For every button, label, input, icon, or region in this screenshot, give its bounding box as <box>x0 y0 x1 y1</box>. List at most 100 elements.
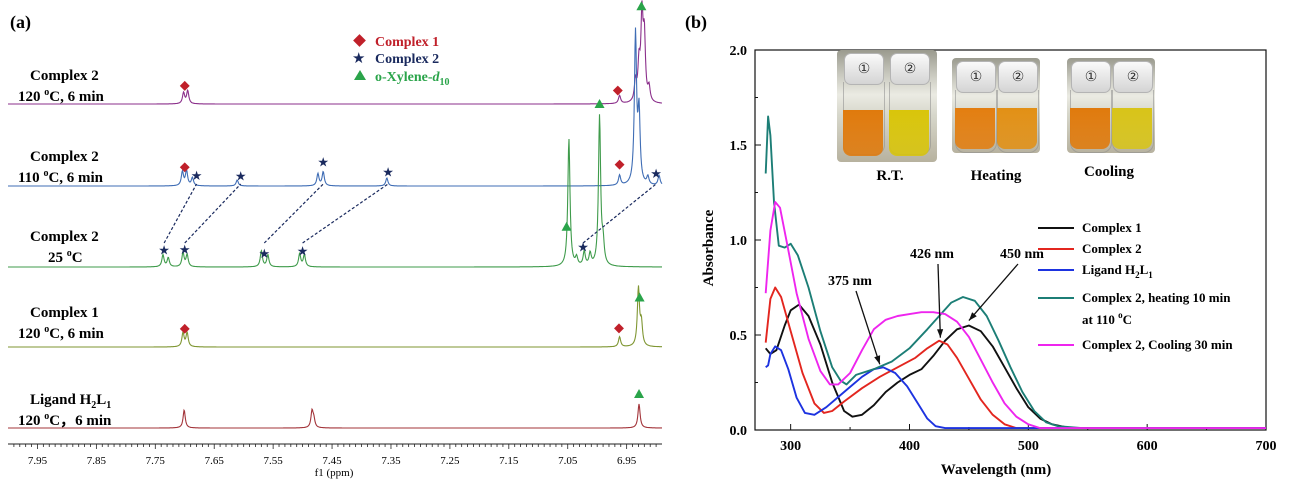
uv-legend-cooling: Complex 2, Cooling 30 min <box>1082 337 1233 352</box>
nmr-tick-label: 7.65 <box>205 455 225 467</box>
trace-label-ligand-line2: 120 oC，6 min <box>18 411 112 429</box>
uv-annotation-arrow <box>937 263 942 338</box>
uv-annotation-label: 426 nm <box>910 247 954 262</box>
uv-series-0 <box>764 303 1266 430</box>
nmr-trace-c2_110 <box>8 27 663 187</box>
uv-legend-heating-line1: Complex 2, heating 10 min <box>1082 290 1231 305</box>
triangle-marker-icon <box>634 388 645 398</box>
legend-complex1: Complex 1 <box>375 35 439 50</box>
uv-plot-frame: 0.0 0.5 1.0 1.5 2.0 300 400 500 600 700 <box>730 44 1277 454</box>
triangle-marker-icon <box>594 99 605 109</box>
star-marker-icon: ★ <box>191 168 203 183</box>
vial-2-liquid <box>889 110 929 156</box>
diamond-marker-icon <box>179 323 190 334</box>
nmr-tick-label: 7.95 <box>28 455 48 467</box>
trace-label-c2-120-line1: Complex 2 <box>30 68 99 84</box>
nmr-tick-label: 7.45 <box>322 455 342 467</box>
trace-label-c2-25-line1: Complex 2 <box>30 229 99 245</box>
uv-ytick-label: 0.5 <box>730 329 748 344</box>
vial-2-liquid <box>1112 108 1152 149</box>
uv-legend-c1: Complex 1 <box>1082 220 1142 235</box>
correlation-line <box>302 183 389 244</box>
uv-legend-ligand: Ligand H2L1 <box>1082 262 1153 280</box>
legend-diamond-icon <box>353 34 366 47</box>
vial-cap-1: ① <box>844 53 884 85</box>
photo-caption-cooling: Cooling <box>1084 164 1135 180</box>
triangle-marker-icon <box>636 1 647 11</box>
star-marker-icon: ★ <box>158 243 170 258</box>
uv-annotations: 375 nm 426 nm 450 nm <box>828 247 1044 365</box>
uv-xtick-label: 400 <box>899 439 920 454</box>
uv-xtick-label: 700 <box>1256 439 1277 454</box>
legend-triangle-icon <box>354 70 366 80</box>
uv-ylabel: Absorbance <box>701 209 717 286</box>
vial-1-liquid <box>843 110 883 156</box>
nmr-trace-c1_120 <box>8 285 662 348</box>
star-marker-icon: ★ <box>317 154 329 169</box>
nmr-trace-lig_120 <box>8 403 662 429</box>
nmr-traces <box>8 0 663 429</box>
nmr-x-axis: 7.95 7.85 7.75 7.65 7.55 7.45 7.35 7.25 7.15 7.05… <box>8 443 662 467</box>
uv-xtick-label: 500 <box>1018 439 1039 454</box>
vial-cap-2: ② <box>890 53 930 85</box>
correlation-line <box>163 183 198 244</box>
vial-1-liquid <box>1070 108 1110 149</box>
correlation-line <box>263 183 324 244</box>
star-marker-icon: ★ <box>297 244 309 259</box>
legend-complex2: Complex 2 <box>375 52 439 67</box>
nmr-trace-c2_25 <box>8 114 662 268</box>
nmr-trace-c2_120 <box>8 0 662 105</box>
diamond-marker-icon <box>179 162 190 173</box>
uv-arrowhead-icon <box>968 312 977 321</box>
uv-ytick-label: 1.5 <box>730 139 748 154</box>
diamond-marker-icon <box>614 159 625 170</box>
uv-arrowhead-icon <box>874 355 881 365</box>
uv-series-3 <box>764 115 1266 430</box>
uv-ytick-label: 1.0 <box>730 234 748 249</box>
uv-annotation-arrow <box>855 290 881 365</box>
nmr-peak-markers: ★ ★ ★ ★ ★ ★ ★ ★ ★ ★ <box>158 1 662 398</box>
trace-label-c1-120-line1: Complex 1 <box>30 305 99 321</box>
diamond-marker-icon <box>614 323 624 334</box>
nmr-tick-label: 7.55 <box>264 455 284 467</box>
nmr-tick-label: 7.75 <box>146 455 166 467</box>
panel-a-label: (a) <box>10 12 31 33</box>
vial-cap-2: ② <box>1113 61 1153 93</box>
nmr-correlation-lines <box>163 183 657 244</box>
uv-series-4 <box>764 201 1266 430</box>
nmr-tick-label: 7.15 <box>499 455 519 467</box>
uv-annotation-label: 375 nm <box>828 274 872 289</box>
vial-cap-2: ② <box>998 61 1038 93</box>
trace-label-c2-120-line2: 120 oC, 6 min <box>18 87 104 105</box>
vial-cap-1: ① <box>1071 61 1111 93</box>
vial-cap-1: ① <box>956 61 996 93</box>
vial-photo-rt: ① ② <box>837 50 937 162</box>
nmr-tick-label: 7.05 <box>558 455 578 467</box>
star-marker-icon: ★ <box>382 165 394 180</box>
uv-annotation-label: 450 nm <box>1000 247 1044 262</box>
star-marker-icon: ★ <box>258 246 270 261</box>
diamond-marker-icon <box>612 85 623 96</box>
nmr-xaxis-title: f1 (ppm) <box>315 467 354 479</box>
uv-annotation-arrow <box>968 263 1019 322</box>
vial-1-liquid <box>955 108 995 149</box>
uv-xtick-label: 600 <box>1137 439 1158 454</box>
uv-ytick-label: 2.0 <box>730 44 748 59</box>
correlation-line <box>184 183 242 244</box>
trace-labels: Complex 2 120 oC, 6 min Complex 2 110 oC… <box>18 68 112 429</box>
photo-caption-rt: R.T. <box>876 168 903 184</box>
star-marker-icon: ★ <box>650 166 662 181</box>
vial-photo-cooling: ① ② <box>1067 58 1155 153</box>
uv-arrowhead-icon <box>937 329 944 338</box>
nmr-legend: Complex 1 ★ Complex 2 o-Xylene-d10 <box>352 34 450 88</box>
uv-legend-heating-line2: at 110 oC <box>1082 310 1132 327</box>
trace-label-c2-110-line2: 110 oC, 6 min <box>18 168 104 186</box>
triangle-marker-icon <box>561 221 572 231</box>
uv-series-1 <box>764 286 1266 430</box>
diamond-marker-icon <box>179 80 190 91</box>
trace-label-c1-120-line2: 120 oC, 6 min <box>18 324 104 342</box>
trace-label-c2-25-line2: 25 oC <box>48 248 83 266</box>
uv-xlabel: Wavelength (nm) <box>941 462 1051 478</box>
correlation-line <box>582 183 657 244</box>
